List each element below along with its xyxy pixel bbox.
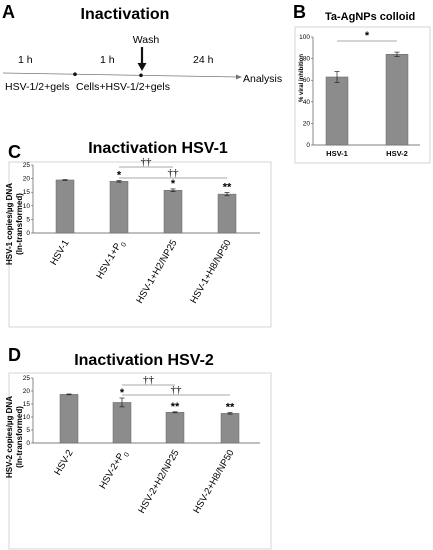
- panel-b-frame: [294, 26, 431, 164]
- panel-c-frame: [8, 161, 272, 328]
- panel-a-label: A: [2, 2, 15, 22]
- duration-2: 1 h: [100, 54, 115, 66]
- d-sig-mark-2: **: [171, 401, 180, 413]
- duration-3: 24 h: [193, 54, 214, 66]
- b-category-label-1: HSV-2: [386, 149, 408, 158]
- c-bracket-label-0: ††: [141, 156, 153, 168]
- d-bracket-label-1: ††: [171, 384, 183, 396]
- b-bar-1: [385, 54, 409, 146]
- c-y-tick-label-5: 25: [23, 162, 31, 169]
- timeline-point-1: [73, 72, 77, 76]
- d-bar-3: [220, 413, 240, 444]
- d-bracket-label-0: ††: [143, 374, 155, 386]
- panel-d-chart: D Inactivation HSV-2 HSV-2 copies/µg DNA…: [5, 345, 272, 550]
- panel-d-frame: [8, 372, 272, 550]
- timeline-arrowhead: [236, 74, 242, 80]
- c-bar-3: [217, 193, 237, 234]
- c-bar-0: [55, 179, 75, 234]
- wash-label: Wash: [133, 34, 160, 46]
- c-y-tick-label-3: 15: [23, 189, 31, 196]
- b-y-tick-label-3: 60: [303, 77, 311, 84]
- d-y-tick-label-5: 25: [23, 375, 31, 382]
- b-y-tick-label-1: 20: [303, 120, 311, 127]
- timeline-point-2: [139, 73, 143, 78]
- b-y-tick-label-0: 0: [306, 142, 310, 149]
- panel-c-label: C: [8, 142, 21, 162]
- b-y-tick-label-4: 80: [303, 56, 311, 63]
- d-category-label-3: HSV-2+H8/NP50: [191, 448, 236, 515]
- d-category-label-0: HSV-2: [52, 448, 75, 477]
- panel-c-plot: 0 5 10 15 20 25 HSV-1 * HSV-1+P0 * HSV-1+H2/NP25 **…: [23, 156, 260, 305]
- panel-d-plot: 0 5 10 15 20 25 HSV-2 * HSV-2+P0 ** HSV-2+H2/NP25 *…: [23, 374, 260, 515]
- panel-b-ylabel: % viral inhibition: [299, 54, 305, 102]
- step-1-label: HSV-1/2+gels: [5, 81, 70, 93]
- panel-d-title: Inactivation HSV-2: [74, 352, 214, 369]
- d-y-tick-label-2: 10: [23, 414, 31, 421]
- panel-c-title: Inactivation HSV-1: [88, 140, 228, 157]
- duration-1: 1 h: [18, 54, 33, 66]
- d-sig-mark-3: **: [226, 402, 235, 414]
- c-y-tick-label-2: 10: [23, 203, 31, 210]
- panel-b-plot: 0 20 40 60 80 100 HSV-1 HSV-2 *: [299, 30, 420, 158]
- b-y-tick-label-2: 40: [303, 99, 311, 106]
- c-y-tick-label-1: 5: [26, 216, 30, 223]
- c-category-label-2: HSV-1+H2/NP25: [134, 238, 179, 305]
- panel-c-ylabel: HSV-1 copies/µg DNA: [5, 183, 14, 265]
- panel-b-label: B: [293, 2, 306, 22]
- d-category-label-2: HSV-2+H2/NP25: [136, 448, 181, 515]
- c-category-label-0: HSV-1: [48, 238, 71, 267]
- c-sig-mark-1: *: [117, 170, 122, 182]
- c-bar-2: [163, 190, 183, 234]
- panel-a-title: Inactivation: [81, 6, 170, 23]
- c-sig-mark-3: **: [223, 181, 232, 193]
- d-y-tick-label-1: 5: [26, 427, 30, 434]
- panel-a-timeline: A Inactivation 1 h 1 h 24 h Wash HSV-1/2…: [2, 2, 282, 93]
- c-category-label-3: HSV-1+H8/NP50: [188, 238, 233, 305]
- panel-c-chart: C Inactivation HSV-1 HSV-1 copies/µg DNA…: [5, 140, 272, 328]
- c-category-label-1: HSV-1+P0: [94, 238, 127, 282]
- c-y-tick-label-0: 0: [26, 230, 30, 237]
- step-2-label: Cells+HSV-1/2+gels: [76, 81, 170, 93]
- step-3-label: Analysis: [243, 73, 282, 85]
- d-bar-2: [165, 412, 185, 444]
- wash-arrow-head: [137, 63, 147, 71]
- c-y-tick-label-4: 20: [23, 176, 31, 183]
- c-bracket-label-1: ††: [168, 167, 180, 179]
- d-sig-mark-1: *: [120, 387, 125, 399]
- b-bracket-label-0: *: [365, 30, 370, 42]
- panel-b-chart: B Ta-AgNPs colloid % viral inhibition 0 2…: [293, 2, 431, 164]
- panel-d-ylabel: HSV-2 copies/µg DNA: [5, 396, 14, 478]
- c-bar-1: [109, 181, 129, 234]
- d-bar-0: [59, 394, 79, 444]
- d-y-tick-label-3: 15: [23, 401, 31, 408]
- b-category-label-0: HSV-1: [326, 149, 348, 158]
- d-category-label-1: HSV-2+P0: [97, 448, 130, 492]
- d-bar-1: [112, 402, 132, 444]
- d-category-subscript-1: 0: [123, 451, 131, 458]
- panel-c-ylabel2: (ln-transformed): [15, 193, 24, 255]
- panel-b-title: Ta-AgNPs colloid: [325, 11, 415, 23]
- timeline-line: [2, 72, 241, 78]
- c-sig-mark-2: *: [171, 178, 176, 190]
- c-category-subscript-1: 0: [120, 241, 128, 248]
- panel-d-label: D: [8, 345, 21, 365]
- b-bar-0: [325, 76, 349, 146]
- d-y-tick-label-4: 20: [23, 388, 31, 395]
- b-y-tick-label-5: 100: [299, 34, 310, 41]
- d-y-tick-label-0: 0: [26, 440, 30, 447]
- panel-d-ylabel2: (ln-transformed): [15, 406, 24, 468]
